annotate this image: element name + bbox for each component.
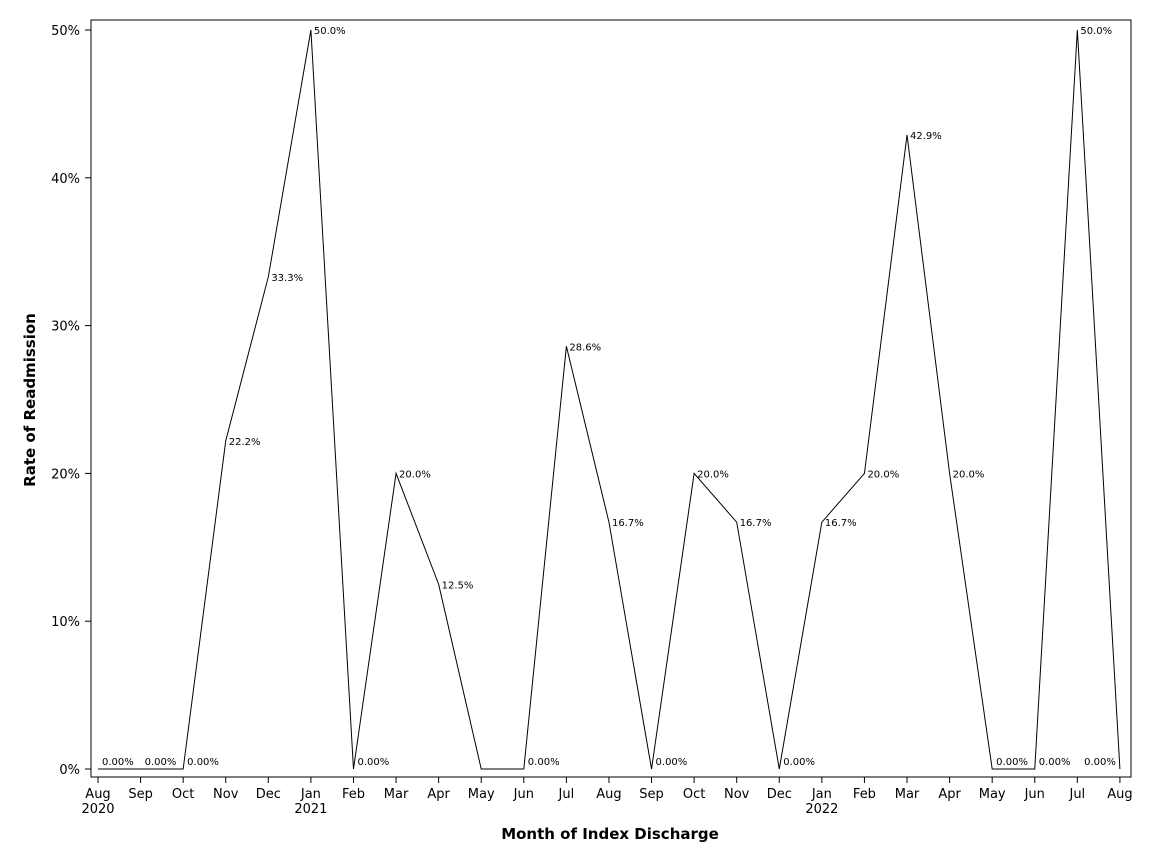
data-label: 0.00% <box>102 757 134 768</box>
y-tick-label: 20% <box>51 467 80 482</box>
data-label: 0.00% <box>656 757 688 768</box>
x-tick-label: Jul <box>1068 787 1085 802</box>
x-axis: Aug Sep Oct Nov Dec Jan Feb Mar Apr May Jun Jul Aug S… <box>81 777 1133 817</box>
x-tick-label: Mar <box>384 787 409 802</box>
data-label: 0.00% <box>145 757 177 768</box>
x-tick-label: Aug <box>596 787 621 802</box>
x-tick-label: Jun <box>1024 787 1045 802</box>
data-label: 20.0% <box>953 469 985 480</box>
data-label: 20.0% <box>867 469 899 480</box>
data-label: 20.0% <box>697 469 729 480</box>
x-tick-label: Sep <box>128 787 153 802</box>
x-tick-label: Nov <box>213 787 239 802</box>
data-label: 0.00% <box>187 757 219 768</box>
x-tick-label: Apr <box>938 787 961 802</box>
y-tick-label: 50% <box>51 24 80 39</box>
data-label: 28.6% <box>569 342 601 353</box>
data-label: 16.7% <box>740 518 772 529</box>
x-tick-label: Feb <box>342 787 365 802</box>
series-line <box>98 29 1121 770</box>
x-year-label: 2022 <box>805 802 838 817</box>
x-tick-label: Oct <box>683 787 705 802</box>
data-label: 0.00% <box>996 757 1028 768</box>
x-tick-label: Dec <box>256 787 281 802</box>
x-tick-label: May <box>468 787 495 802</box>
y-tick-label: 40% <box>51 172 80 187</box>
data-label: 0.00% <box>357 757 389 768</box>
data-label: 50.0% <box>1080 26 1112 37</box>
x-tick-label: Aug <box>85 787 110 802</box>
data-label: 0.00% <box>1039 757 1071 768</box>
x-tick-label: Jun <box>513 787 534 802</box>
y-tick-label: 0% <box>59 763 80 778</box>
x-axis-title: Month of Index Discharge <box>501 825 719 843</box>
x-year-label: 2021 <box>294 802 327 817</box>
data-label: 16.7% <box>825 518 857 529</box>
x-tick-label: May <box>979 787 1006 802</box>
x-tick-label: Apr <box>427 787 450 802</box>
x-tick-label: Dec <box>767 787 792 802</box>
data-label: 0.00% <box>783 757 815 768</box>
data-labels: 0.00% 0.00% 0.00% 22.2% 33.3% 50.0% 0.00% 20.0%… <box>102 26 1116 768</box>
data-label: 20.0% <box>399 469 431 480</box>
x-tick-label: Jul <box>558 787 575 802</box>
data-label: 50.0% <box>314 26 346 37</box>
data-label: 22.2% <box>229 437 261 448</box>
data-label: 33.3% <box>271 273 303 284</box>
x-tick-label: Oct <box>172 787 194 802</box>
x-tick-label: Mar <box>895 787 920 802</box>
x-tick-label: Sep <box>639 787 664 802</box>
y-tick-label: 30% <box>51 320 80 335</box>
plot-frame <box>90 19 1132 778</box>
y-tick-label: 10% <box>51 615 80 630</box>
x-tick-label: Jan <box>300 787 321 802</box>
data-label: 42.9% <box>910 131 942 142</box>
y-axis-title: Rate of Readmission <box>21 313 39 487</box>
y-axis: 0% 10% 20% 30% 40% 50% <box>51 24 91 778</box>
data-label: 0.00% <box>1084 757 1116 768</box>
x-tick-label: Feb <box>853 787 876 802</box>
x-year-label: 2020 <box>81 802 114 817</box>
data-label: 16.7% <box>612 518 644 529</box>
data-label: 0.00% <box>528 757 560 768</box>
x-tick-label: Nov <box>724 787 750 802</box>
x-tick-label: Jan <box>811 787 832 802</box>
x-tick-label: Aug <box>1107 787 1132 802</box>
data-label: 12.5% <box>442 580 474 591</box>
